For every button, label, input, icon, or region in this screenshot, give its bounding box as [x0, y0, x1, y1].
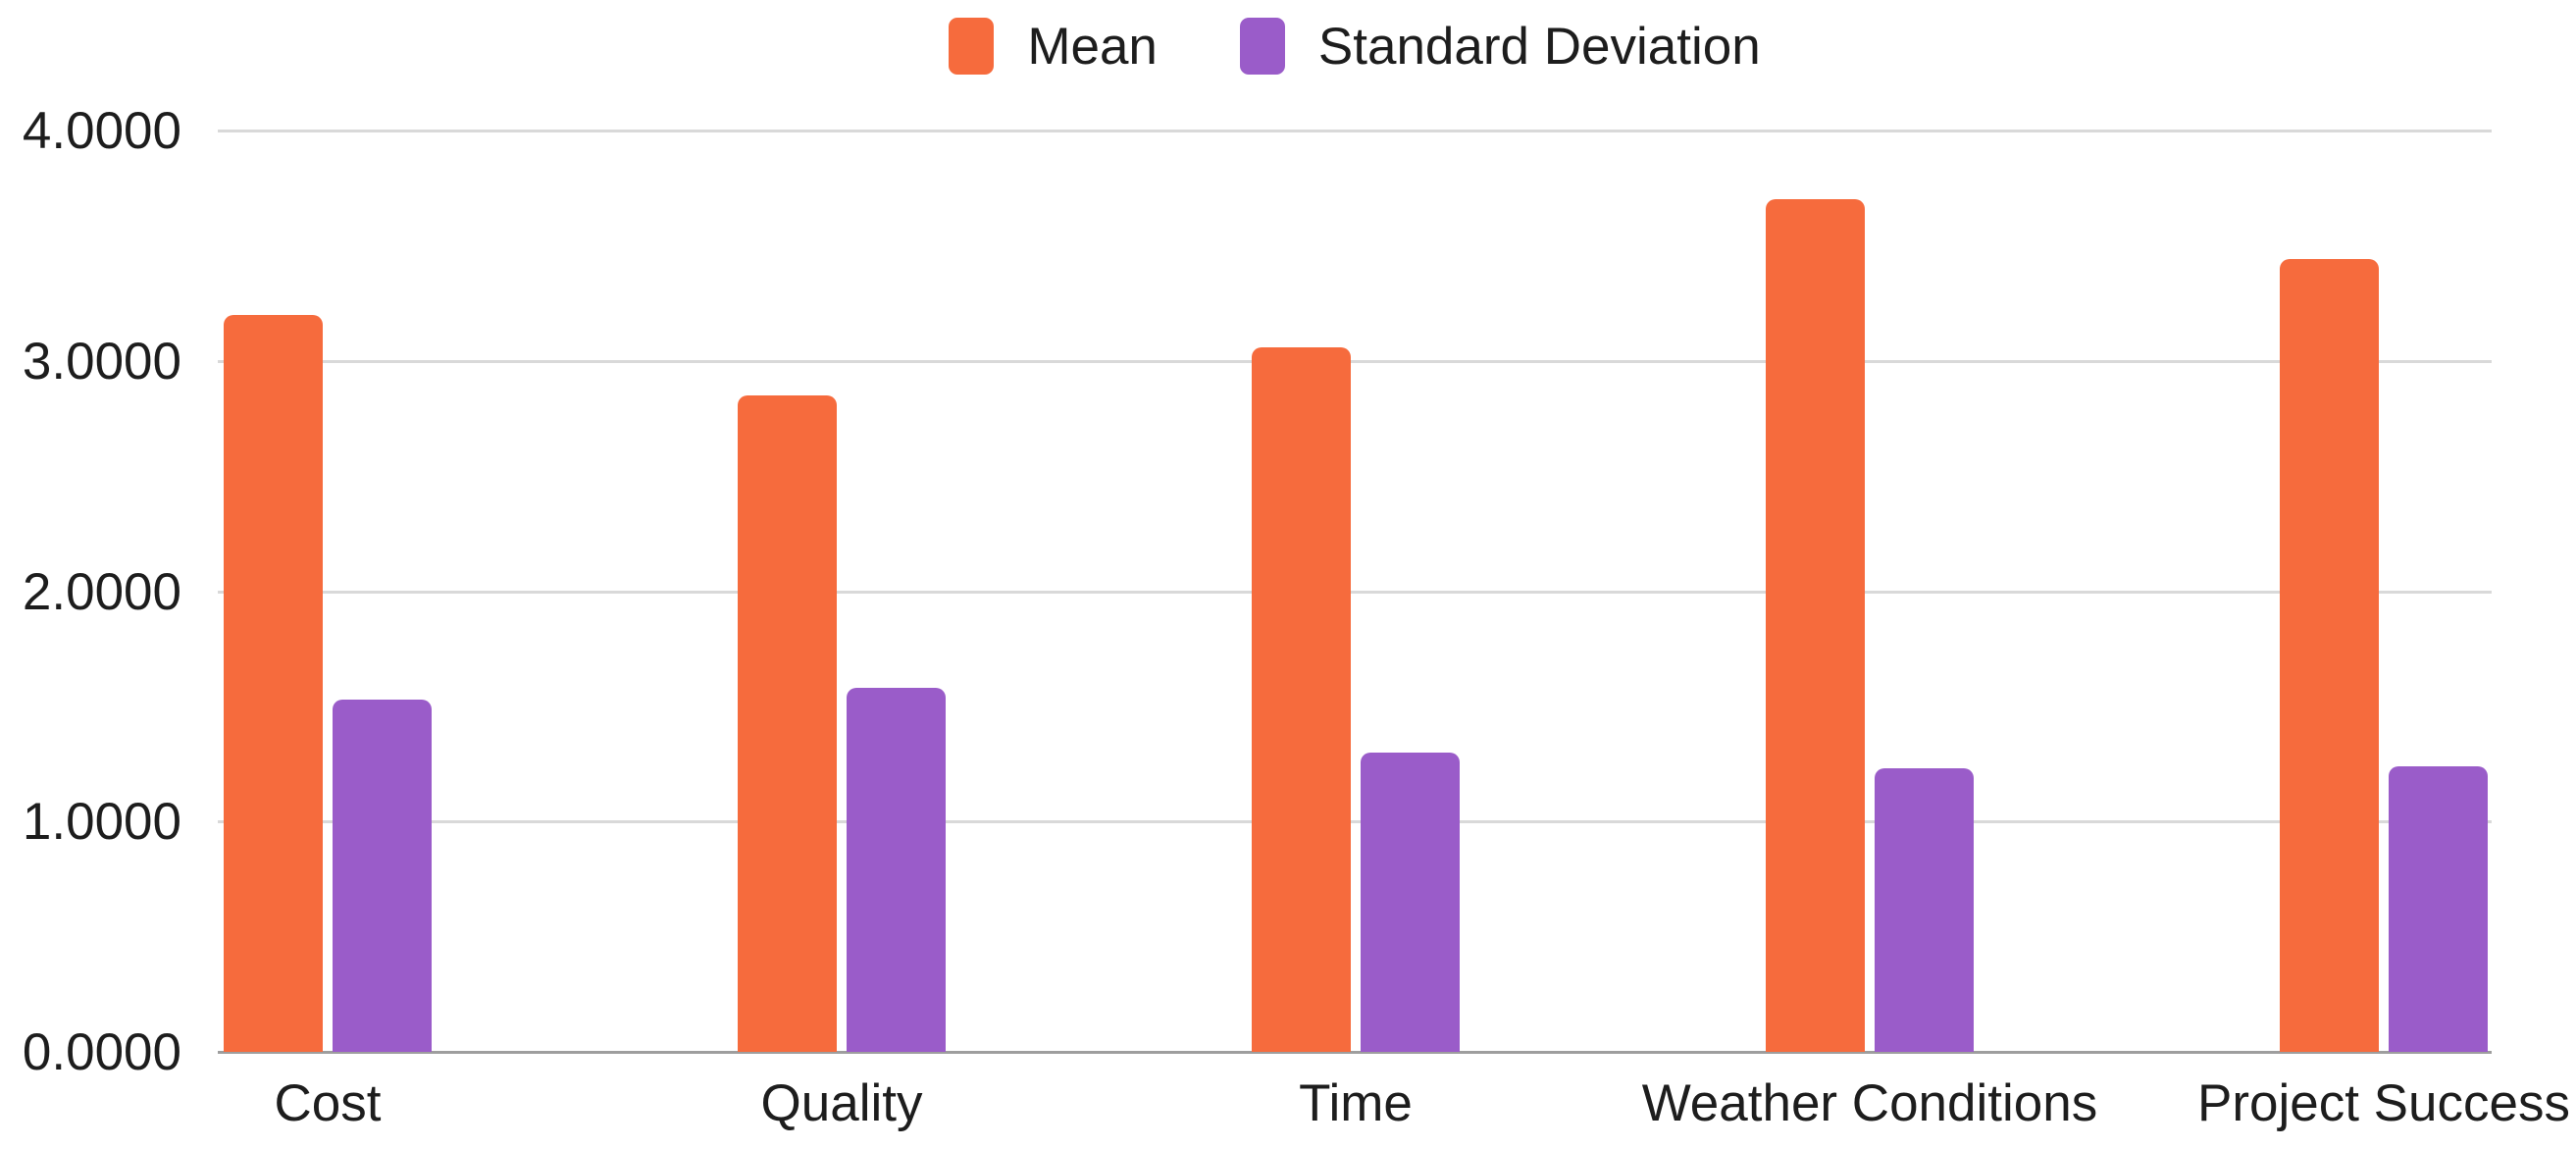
- legend: Mean Standard Deviation: [218, 14, 2492, 78]
- bar-mean-time: [1252, 346, 1351, 1052]
- gridline-y-4.0000: [218, 130, 2492, 132]
- legend-swatch-standard-deviation-icon: [1239, 18, 1285, 75]
- x-axis-category-label-quality: Quality: [760, 1074, 923, 1132]
- gridline-y-2.0000: [218, 590, 2492, 594]
- y-axis-tick-label-3.0000: 3.0000: [22, 332, 181, 391]
- bar-mean-weather-conditions: [1766, 199, 1865, 1052]
- y-axis-tick-label-2.0000: 2.0000: [22, 562, 181, 621]
- y-axis-tick-label-1.0000: 1.0000: [22, 793, 181, 852]
- legend-label-standard-deviation: Standard Deviation: [1317, 17, 1761, 76]
- legend-swatch-mean-icon: [949, 18, 995, 75]
- bar-standard-deviation-weather-conditions: [1875, 768, 1974, 1052]
- legend-item-standard-deviation: Standard Deviation: [1239, 17, 1761, 76]
- gridline-y-1.0000: [218, 820, 2492, 824]
- x-axis-category-label-project-success: Project Success: [2197, 1074, 2570, 1132]
- x-axis-category-label-time: Time: [1299, 1074, 1413, 1132]
- x-axis-baseline: [218, 1051, 2492, 1054]
- bar-mean-project-success: [2280, 259, 2379, 1052]
- bar-mean-cost: [224, 314, 323, 1052]
- y-axis-tick-label-4.0000: 4.0000: [22, 102, 181, 160]
- bar-standard-deviation-quality: [847, 688, 946, 1052]
- bar-mean-quality: [738, 394, 837, 1052]
- y-axis-tick-label-0.0000: 0.0000: [22, 1023, 181, 1081]
- legend-label-mean: Mean: [1027, 17, 1158, 76]
- x-axis-category-label-weather-conditions: Weather Conditions: [1641, 1074, 2098, 1132]
- x-axis-category-label-cost: Cost: [274, 1074, 382, 1132]
- gridline-y-3.0000: [218, 359, 2492, 363]
- bar-standard-deviation-cost: [333, 699, 432, 1052]
- legend-item-mean: Mean: [949, 18, 1158, 75]
- bar-standard-deviation-time: [1361, 752, 1460, 1052]
- bar-standard-deviation-project-success: [2389, 765, 2488, 1052]
